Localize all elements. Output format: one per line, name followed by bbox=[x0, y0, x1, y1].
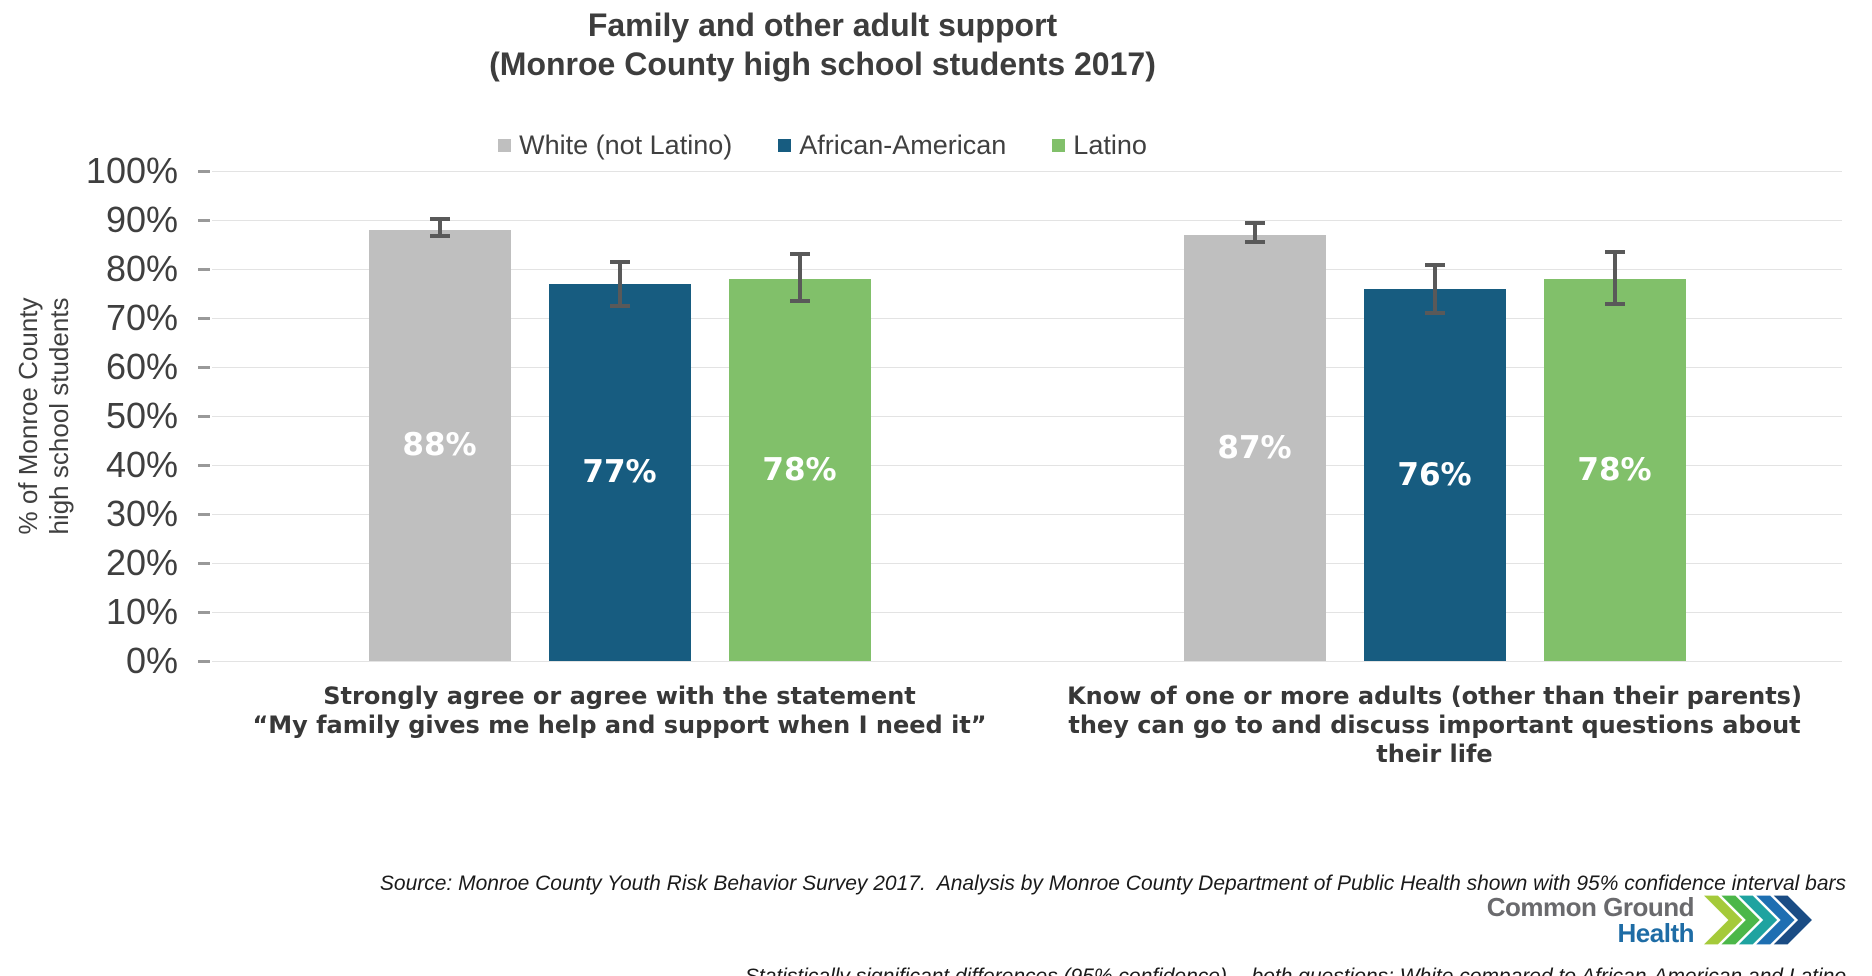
bar: 78% bbox=[1543, 278, 1686, 661]
error-bar-cap bbox=[1244, 240, 1265, 244]
legend-item: Latino bbox=[1052, 130, 1147, 161]
y-axis-tick bbox=[198, 365, 210, 369]
gridline bbox=[212, 660, 1842, 662]
legend-swatch bbox=[498, 139, 512, 152]
legend: White (not Latino) African-American Latino bbox=[0, 130, 1645, 161]
logo-chevron bbox=[1704, 895, 1743, 945]
y-axis-tick-label: 30% bbox=[105, 493, 178, 534]
logo-chevrons-icon bbox=[1704, 895, 1812, 945]
bar: 77% bbox=[548, 283, 691, 661]
y-axis-tick bbox=[198, 561, 210, 565]
bar: 87% bbox=[1183, 234, 1326, 661]
bar: 78% bbox=[728, 278, 871, 661]
error-bar bbox=[1612, 250, 1617, 306]
error-bar-cap bbox=[789, 251, 810, 256]
legend-swatch bbox=[778, 139, 792, 152]
bar-value-label: 78% bbox=[1577, 451, 1652, 488]
y-axis-tick-label: 80% bbox=[105, 248, 178, 289]
gridline bbox=[212, 219, 1842, 221]
logo-text-line1: Common Ground bbox=[1486, 892, 1695, 922]
error-bar bbox=[1252, 220, 1257, 244]
y-axis-tick bbox=[198, 610, 210, 614]
gridline bbox=[212, 464, 1842, 466]
error-bar-cap bbox=[609, 260, 630, 265]
error-bar bbox=[1432, 263, 1437, 316]
bar-value-label: 87% bbox=[1217, 429, 1292, 466]
category-label: Know of one or more adults (other than t… bbox=[1067, 682, 1802, 768]
gridline bbox=[212, 317, 1842, 319]
category-label: Strongly agree or agree with the stateme… bbox=[252, 682, 987, 739]
error-bar-cap bbox=[429, 234, 450, 239]
error-bar-cap bbox=[1424, 311, 1445, 316]
source-note-line2: Statistically significant differences (9… bbox=[380, 961, 1846, 976]
y-axis-tick-label: 70% bbox=[105, 297, 178, 338]
legend-swatch bbox=[1052, 139, 1066, 152]
y-axis-tick-label: 40% bbox=[105, 444, 178, 485]
logo-chevron bbox=[1756, 895, 1795, 945]
y-axis-tick-label: 60% bbox=[105, 346, 178, 387]
chart-title-line2: (Monroe County high school students 2017… bbox=[489, 46, 1156, 82]
category-group: 88% 77% 78% bbox=[212, 171, 1027, 661]
gridline bbox=[212, 170, 1842, 172]
bar-value-label: 88% bbox=[402, 427, 477, 464]
bar-value-label: 78% bbox=[762, 451, 837, 488]
legend-label: White (not Latino) bbox=[519, 130, 733, 160]
y-axis-tick-label: 100% bbox=[85, 150, 178, 191]
error-bar-cap bbox=[429, 217, 450, 222]
y-axis-tick bbox=[198, 316, 210, 320]
legend-label: Latino bbox=[1073, 130, 1147, 160]
logo-text: Common Ground Health bbox=[1486, 892, 1695, 948]
y-axis-tick-label: 90% bbox=[105, 199, 178, 240]
y-axis-tick-label: 10% bbox=[105, 591, 178, 632]
error-bar-cap bbox=[1244, 220, 1265, 225]
gridline bbox=[212, 611, 1842, 613]
bar: 88% bbox=[368, 229, 511, 661]
source-note-line1: Source: Monroe County Youth Risk Behavio… bbox=[379, 872, 1846, 895]
bar: 76% bbox=[1363, 288, 1506, 661]
y-axis-tick bbox=[198, 218, 210, 222]
y-axis-tick bbox=[198, 659, 210, 663]
y-axis-tick-label: 20% bbox=[105, 542, 178, 583]
legend-label: African-American bbox=[799, 130, 1007, 160]
gridline bbox=[212, 366, 1842, 368]
error-bar bbox=[437, 217, 442, 239]
error-bar-cap bbox=[789, 299, 810, 304]
error-bar-cap bbox=[1424, 263, 1445, 268]
source-note: Source: Monroe County Youth Risk Behavio… bbox=[380, 806, 1846, 976]
bar-value-label: 77% bbox=[582, 454, 657, 491]
category-group: 87% 76% 78% bbox=[1027, 171, 1842, 661]
plot-area: 88% 77% 78% 87% 76% 78% bbox=[198, 169, 1842, 663]
chart-title: Family and other adult support (Monroe C… bbox=[0, 6, 1645, 84]
logo-chevron bbox=[1773, 895, 1812, 945]
logo-text-line2: Health bbox=[1617, 918, 1695, 948]
y-axis-tick bbox=[198, 169, 210, 173]
gridline bbox=[212, 562, 1842, 564]
logo-chevron bbox=[1738, 895, 1778, 945]
gridline bbox=[212, 268, 1842, 270]
gridline bbox=[212, 513, 1842, 515]
chart-title-line1: Family and other adult support bbox=[587, 7, 1058, 43]
logo: Common Ground Health bbox=[1487, 894, 1812, 946]
bar-value-label: 76% bbox=[1397, 456, 1472, 493]
legend-item: African-American bbox=[778, 130, 1006, 161]
y-axis-tick bbox=[198, 414, 210, 418]
legend-item: White (not Latino) bbox=[498, 130, 732, 161]
error-bar-cap bbox=[609, 304, 630, 309]
error-bar-cap bbox=[1604, 301, 1625, 306]
error-bar bbox=[617, 260, 622, 309]
y-axis-tick bbox=[198, 512, 210, 516]
y-axis-tick-label: 50% bbox=[105, 395, 178, 436]
y-axis-tick bbox=[198, 463, 210, 467]
y-axis-tick-label: 0% bbox=[125, 640, 178, 681]
error-bar bbox=[797, 251, 802, 304]
error-bar-cap bbox=[1604, 250, 1625, 255]
logo-chevron bbox=[1721, 895, 1760, 945]
gridline bbox=[212, 415, 1842, 417]
y-axis-tick bbox=[198, 267, 210, 271]
